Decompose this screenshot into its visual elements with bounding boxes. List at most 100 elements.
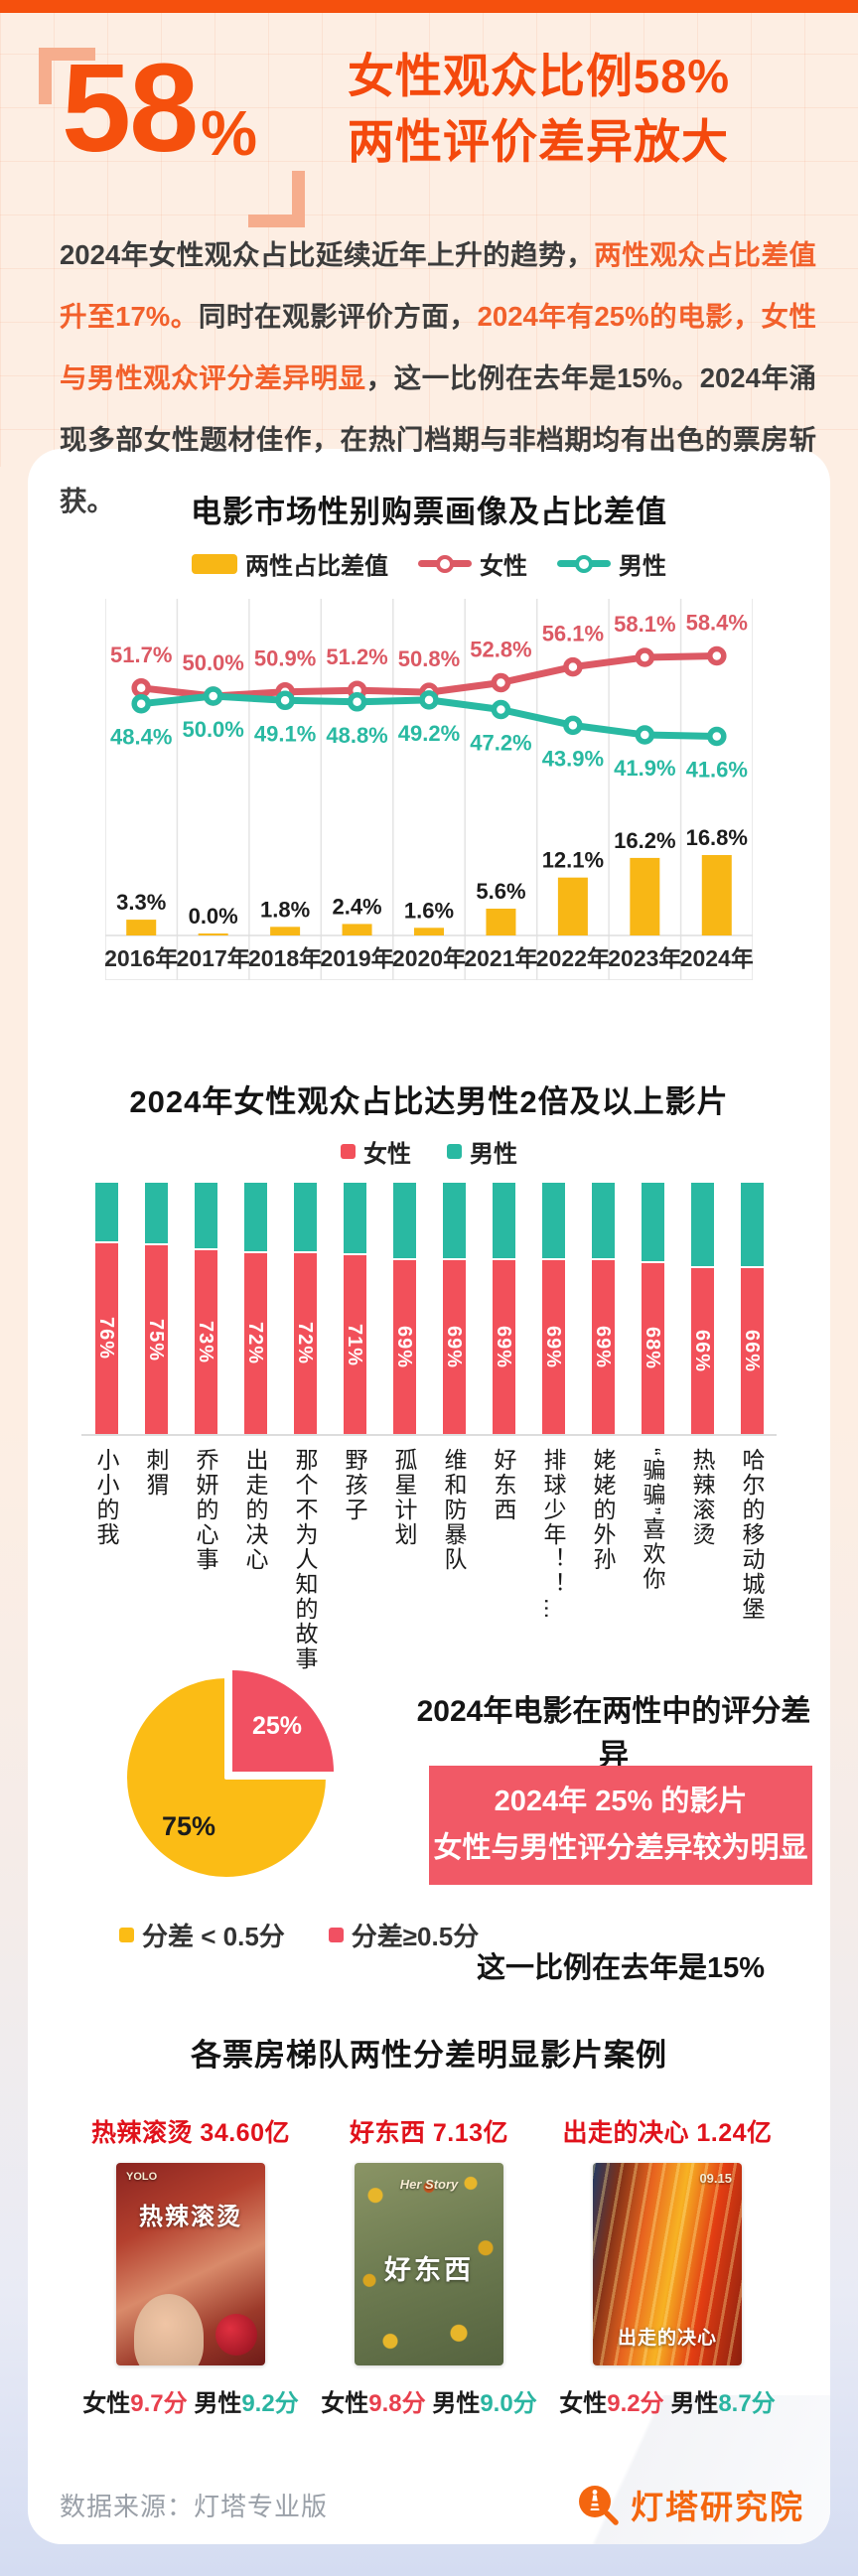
female-segment: 66% <box>690 1268 714 1434</box>
poster1-figure <box>134 2294 204 2365</box>
female-square-swatch-icon <box>341 1144 356 1159</box>
male-segment <box>293 1183 317 1253</box>
female-share-label: 75% <box>145 1318 168 1361</box>
stacked-bar-column: 69% <box>528 1183 578 1434</box>
female-segment: 69% <box>591 1260 615 1434</box>
data-source-text: 数据来源：灯塔专业版 <box>60 2491 329 2521</box>
svg-text:5.6%: 5.6% <box>476 879 525 904</box>
female-share-label: 76% <box>95 1317 118 1360</box>
chart1-title: 电影市场性别购票画像及占比差值 <box>191 495 667 529</box>
male-rating-score-1: 9.2分 <box>241 2390 299 2417</box>
legend-item-female: 女性 <box>418 546 527 581</box>
legend-label-female: 女性 <box>480 553 527 580</box>
svg-text:41.9%: 41.9% <box>614 756 675 781</box>
female-share-label: 68% <box>642 1327 664 1370</box>
film-name-label: 排球少年！！… <box>540 1448 566 1622</box>
svg-text:2018年: 2018年 <box>248 945 322 971</box>
svg-text:2022年: 2022年 <box>536 945 610 971</box>
legend-label-small-gap: 分差 < 0.5分 <box>142 1922 285 1951</box>
legend-label-diff: 两性占比差值 <box>245 553 388 580</box>
film-name-label: 孤星计划 <box>391 1448 417 1547</box>
female-dominant-films-stacked-chart: 76% 75% 73% 72% 72% 71% 69% 69% 69% 69% 69% 68% 66% 6… <box>81 1183 777 1671</box>
female-share-label: 73% <box>195 1321 217 1364</box>
headline-percent-sign: % <box>201 97 258 169</box>
corner-bracket-bottom-right <box>248 171 305 227</box>
headline-number: 58 <box>62 38 199 178</box>
legend-label-male2: 男性 <box>470 1141 517 1168</box>
legend-label-big-gap: 分差≥0.5分 <box>351 1922 480 1951</box>
male-segment <box>94 1183 118 1243</box>
male-segment <box>591 1183 615 1261</box>
stacked-bar-column: 69% <box>429 1183 479 1434</box>
female-segment: 75% <box>144 1245 168 1434</box>
film-name-label: 乔妍的心事 <box>193 1448 218 1572</box>
female-share-label: 69% <box>393 1326 416 1369</box>
male-segment <box>690 1183 714 1269</box>
page-title-line2: 两性评价差异放大 <box>348 115 729 168</box>
female-rating-label-2: 女性 <box>321 2390 369 2417</box>
svg-text:58.1%: 58.1% <box>614 612 675 637</box>
combo-chart-svg: 3.3% 0.0% 1.8% 2.4% 1.6% 5.6% 12.1% 16.2% 16.8% 5… <box>104 599 754 981</box>
svg-text:2021年: 2021年 <box>464 945 537 971</box>
stacked-bar-column: 71% <box>330 1183 379 1434</box>
film-name-label: 哈尔的移动城堡 <box>739 1448 765 1622</box>
stacked-bar-column: 76% <box>81 1183 131 1434</box>
chart2-title: 2024年女性观众占比达男性2倍及以上影片 <box>129 1084 729 1119</box>
male-segment <box>740 1183 764 1269</box>
pie-section-title: 2024年电影在两性中的评分差异 <box>416 1695 811 1772</box>
pie-svg: 25% 75% <box>123 1670 334 1881</box>
poster1-boxing-glove <box>215 2314 257 2356</box>
female-share-label: 66% <box>741 1329 764 1373</box>
female-share-label: 72% <box>244 1322 267 1365</box>
svg-text:50.9%: 50.9% <box>254 646 316 671</box>
film-name-label: 小小的我 <box>93 1448 119 1547</box>
pie-note: 这一比例在去年是15% <box>476 1952 766 1984</box>
footer-decoration <box>473 2395 830 2544</box>
legend-label-male: 男性 <box>619 553 666 580</box>
female-segment: 69% <box>541 1260 565 1434</box>
male-segment <box>243 1183 267 1253</box>
svg-text:41.6%: 41.6% <box>686 758 748 783</box>
film-name-label: 出走的决心 <box>242 1448 268 1572</box>
legend-item-small-gap: 分差 < 0.5分 <box>119 1917 285 1953</box>
pie-callout-line1: 2024年 25% 的影片 <box>494 1786 748 1817</box>
svg-text:2019年: 2019年 <box>320 945 393 971</box>
film-name-label: 好东西 <box>491 1448 516 1522</box>
poster-cases-row: 热辣滚烫 34.60亿 YOLO 热辣滚烫 女性9.7分 男性9.2分 好东西 … <box>28 2113 830 2418</box>
male-segment <box>442 1183 466 1261</box>
svg-text:2020年: 2020年 <box>392 945 466 971</box>
svg-text:2017年: 2017年 <box>177 945 250 971</box>
female-segment: 73% <box>194 1250 217 1434</box>
movie-ratings-3: 女性9.2分 男性8.7分 <box>559 2383 775 2418</box>
film-name-label: 野孩子 <box>342 1448 367 1522</box>
headline-statistic: 58 % <box>62 46 257 171</box>
female-segment: 69% <box>392 1260 416 1434</box>
poster3-sub-text: 09.15 <box>699 2171 732 2186</box>
female-share-label: 72% <box>294 1322 317 1365</box>
lighthouse-magnifier-icon <box>579 2486 619 2525</box>
diff-bar-swatch-icon <box>192 553 237 574</box>
male-rating-label-2: 男性 <box>432 2390 481 2417</box>
rating-gap-pie-chart: 25% 75% <box>109 1658 348 1897</box>
poster2-sub-text: Her Story <box>399 2177 459 2192</box>
top-accent-bar <box>0 0 858 13</box>
cases-section-title: 各票房梯队两性分差明显影片案例 <box>191 2038 667 2073</box>
stacked-bar-column: 66% <box>727 1183 777 1434</box>
page-title-line1: 女性观众比例58% <box>348 50 731 102</box>
legend-label-female2: 女性 <box>363 1141 411 1168</box>
female-rating-label-1: 女性 <box>82 2390 131 2417</box>
female-segment: 76% <box>94 1242 118 1434</box>
stacked-bar-column: 69% <box>578 1183 628 1434</box>
page-title: 女性观众比例58% 两性评价差异放大 <box>348 44 730 175</box>
film-name-label: 姥姥的外孙 <box>590 1448 616 1572</box>
svg-text:47.2%: 47.2% <box>470 731 531 756</box>
movie-case-3: 出走的决心 1.24亿 09.15 出走的决心 女性9.2分 男性8.7分 <box>548 2113 786 2418</box>
intro-text: ，这一比例在去年是15%。2024年涌现多部女性题材佳作，在热门档期与非档期均有… <box>60 362 817 516</box>
svg-text:12.1%: 12.1% <box>542 848 604 873</box>
brand-name: 灯塔研究院 <box>631 2489 804 2525</box>
movie-poster-image-3: 09.15 出走的决心 <box>593 2163 742 2365</box>
svg-text:16.2%: 16.2% <box>614 828 675 853</box>
female-share-label: 69% <box>592 1326 615 1369</box>
svg-text:2016年: 2016年 <box>105 945 178 971</box>
chart2-legend: 女性 男性 <box>28 1134 830 1169</box>
